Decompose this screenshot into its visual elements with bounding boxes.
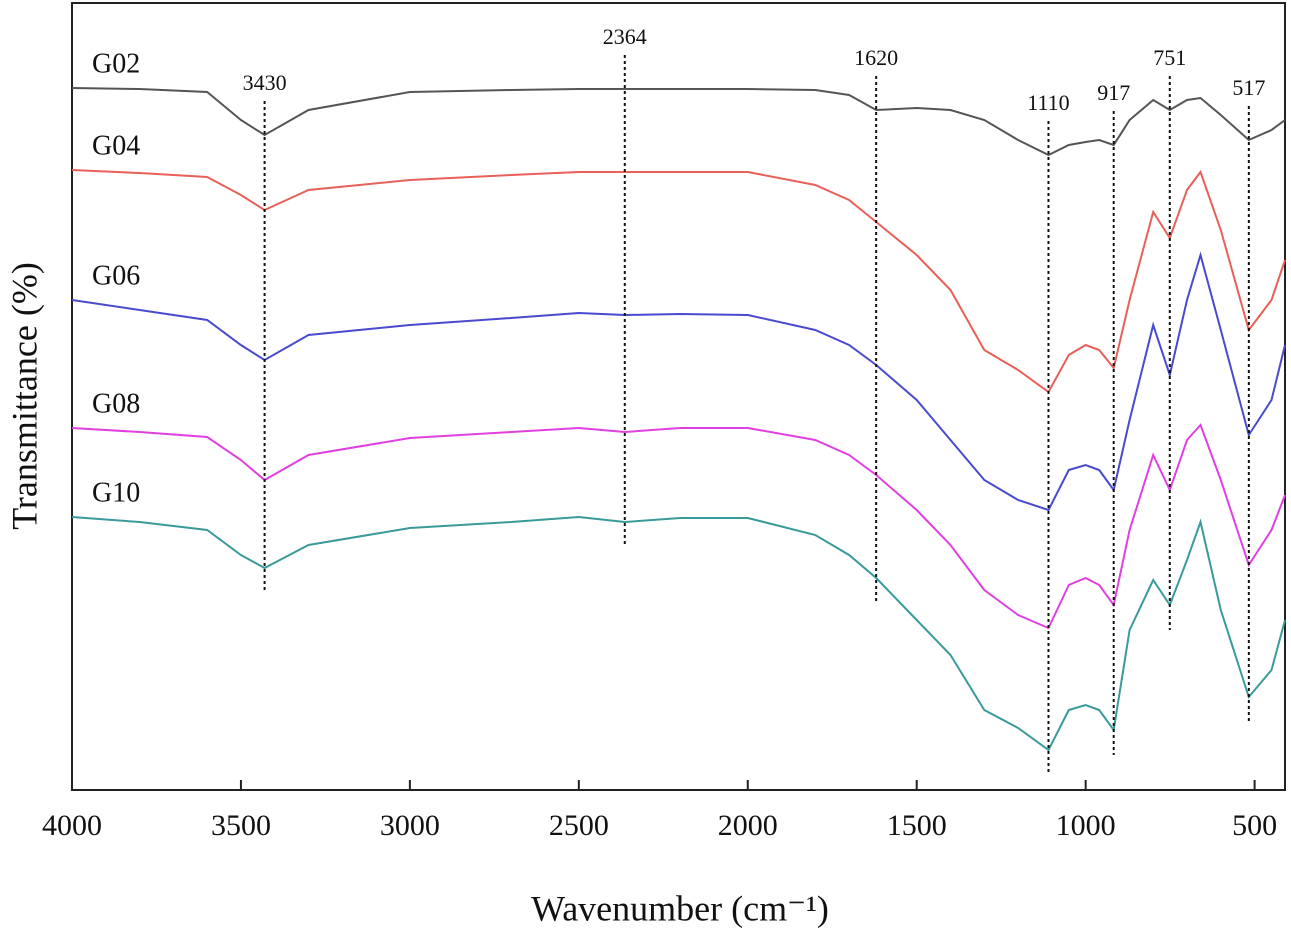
x-tick-label: 3500	[211, 809, 271, 842]
series-label: G02	[92, 48, 140, 79]
x-tick-label: 2000	[718, 809, 778, 842]
series-line	[71, 169, 1286, 394]
peak-label: 917	[1097, 80, 1130, 105]
series-label: G10	[92, 477, 140, 508]
x-tick-label: 1500	[887, 809, 947, 842]
x-tick-label: 500	[1232, 809, 1277, 842]
series-label: G06	[92, 260, 140, 291]
series-label: G04	[92, 130, 140, 161]
y-axis-label: Transmittance (%)	[4, 262, 44, 530]
peak-label: 1110	[1027, 90, 1069, 115]
x-tick-label: 3000	[380, 809, 440, 842]
peak-label: 3430	[243, 70, 287, 95]
x-axis-label: Wavenumber (cm⁻¹)	[531, 888, 829, 928]
peak-label: 751	[1153, 45, 1186, 70]
series-line	[71, 515, 1286, 752]
x-tick-label: 2500	[549, 809, 609, 842]
series-line	[71, 423, 1286, 630]
peak-label: 517	[1232, 75, 1265, 100]
series-line	[71, 251, 1286, 512]
series-label: G08	[92, 388, 140, 419]
peak-label: 2364	[603, 24, 647, 49]
series-line	[71, 87, 1286, 157]
x-tick-label: 1000	[1056, 809, 1116, 842]
peak-label: 1620	[854, 45, 898, 70]
plot-frame	[71, 2, 1286, 791]
x-tick-label: 4000	[42, 809, 102, 842]
